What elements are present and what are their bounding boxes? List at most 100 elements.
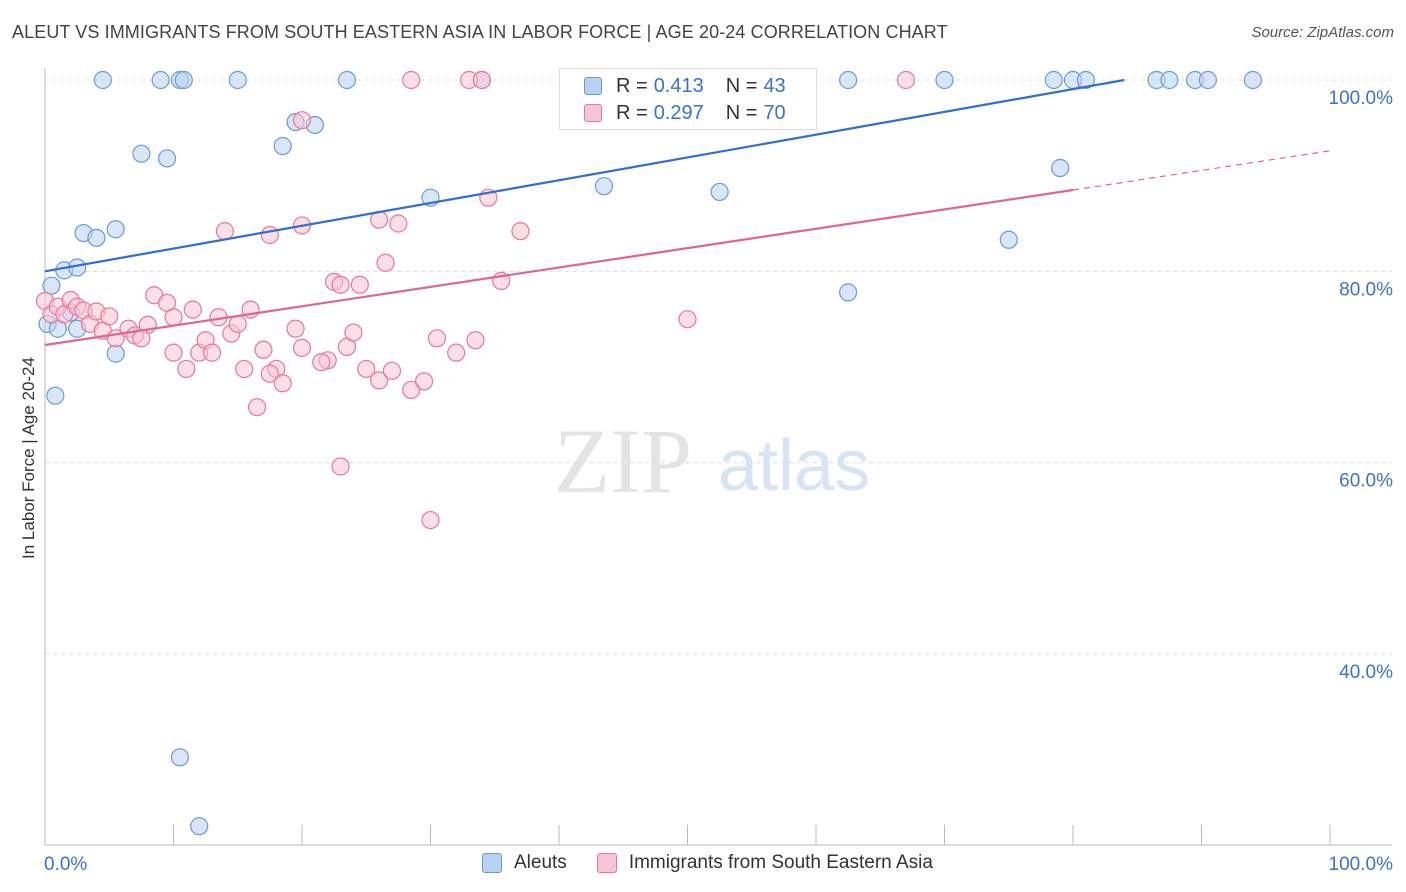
point-immigrants	[273, 374, 292, 393]
point-immigrants	[896, 70, 916, 90]
point-aleuts	[1076, 70, 1095, 90]
y-tick-label: 60.0%	[1339, 471, 1393, 492]
point-immigrants	[344, 323, 363, 342]
point-immigrants	[164, 343, 183, 362]
point-immigrants	[183, 300, 202, 319]
point-aleuts	[106, 220, 125, 239]
point-aleuts	[710, 182, 729, 202]
point-immigrants	[331, 275, 350, 294]
point-aleuts	[839, 283, 858, 302]
point-immigrants	[100, 307, 119, 326]
point-immigrants	[286, 319, 305, 338]
point-immigrants	[421, 510, 440, 530]
legend-row-aleuts: R = 0.413 N = 43	[584, 74, 808, 98]
point-immigrants	[402, 380, 421, 400]
series-legend-immigrants: Immigrants from South Eastern Asia	[596, 852, 933, 874]
legend-n-value: 43	[763, 74, 786, 97]
point-immigrants	[260, 225, 279, 245]
point-aleuts	[42, 276, 61, 295]
series-legend-aleuts: Aleuts	[482, 852, 567, 874]
point-aleuts	[174, 70, 193, 90]
legend-n-value: 70	[763, 101, 786, 124]
x-tick-label: 100.0%	[1329, 854, 1394, 875]
point-immigrants	[260, 364, 279, 383]
point-immigrants	[678, 310, 697, 329]
point-immigrants	[164, 308, 183, 327]
point-immigrants	[228, 314, 247, 334]
point-aleuts	[170, 748, 190, 767]
point-immigrants	[447, 343, 466, 362]
point-aleuts	[935, 70, 954, 90]
point-aleuts	[157, 149, 177, 168]
point-immigrants	[247, 398, 267, 417]
series-label-immigrants: Immigrants from South Eastern Asia	[628, 852, 933, 873]
point-immigrants	[414, 372, 434, 391]
point-immigrants	[370, 371, 389, 390]
y-axis-title: In Labor Force | Age 20-24	[19, 357, 38, 559]
point-aleuts	[999, 230, 1018, 249]
point-immigrants	[472, 70, 491, 90]
legend-row-immigrants: R = 0.297 N = 70	[584, 101, 808, 125]
point-immigrants	[402, 70, 421, 90]
series-label-aleuts: Aleuts	[514, 852, 567, 873]
point-immigrants	[254, 340, 273, 359]
point-aleuts	[594, 177, 614, 196]
point-aleuts	[228, 70, 247, 90]
point-immigrants	[177, 359, 196, 379]
legend-swatch-immigrants	[584, 104, 602, 122]
point-immigrants	[292, 338, 312, 357]
legend-r-label: R =	[616, 74, 648, 97]
point-immigrants	[382, 361, 402, 380]
point-immigrants	[331, 457, 350, 476]
watermark-atlas: atlas	[718, 426, 870, 506]
point-aleuts	[151, 70, 170, 90]
point-aleuts	[1243, 70, 1263, 90]
legend-r-label: R =	[616, 101, 648, 124]
series-swatch-aleuts	[482, 853, 502, 873]
chart-source: Source: ZipAtlas.com	[1251, 24, 1394, 41]
point-immigrants	[376, 253, 395, 272]
point-aleuts	[106, 344, 125, 363]
legend-swatch-aleuts	[584, 77, 602, 95]
x-tick-label: 0.0%	[44, 854, 87, 875]
y-tick-label: 100.0%	[1329, 88, 1394, 109]
point-aleuts	[132, 144, 151, 163]
stats-legend: R = 0.413 N = 43 R = 0.297 N = 70	[559, 68, 817, 130]
point-immigrants	[215, 222, 234, 241]
y-tick-label: 40.0%	[1339, 662, 1393, 683]
point-aleuts	[337, 70, 357, 90]
point-aleuts	[190, 817, 209, 836]
point-aleuts	[87, 228, 106, 247]
watermark-zip: ZIP	[554, 410, 692, 512]
legend-r-value: 0.297	[653, 101, 704, 124]
point-immigrants	[312, 353, 331, 372]
point-immigrants	[511, 222, 530, 241]
point-aleuts	[273, 136, 292, 156]
point-aleuts	[839, 70, 858, 90]
point-immigrants	[466, 331, 485, 350]
point-immigrants	[427, 329, 447, 348]
point-immigrants	[202, 343, 222, 362]
point-immigrants	[292, 111, 312, 130]
legend-r-value: 0.413	[653, 74, 704, 97]
legend-n-label: N =	[725, 101, 758, 124]
trendline-immigrants-extension	[1072, 150, 1331, 191]
point-immigrants	[357, 359, 376, 379]
point-aleuts	[1160, 70, 1179, 90]
series-swatch-immigrants	[596, 853, 617, 873]
point-aleuts	[1051, 158, 1070, 178]
point-aleuts	[1044, 70, 1063, 90]
trendline-aleuts	[44, 78, 1125, 273]
point-aleuts	[46, 386, 65, 405]
y-tick-label: 80.0%	[1339, 279, 1393, 300]
chart-title: ALEUT VS IMMIGRANTS FROM SOUTH EASTERN A…	[12, 22, 948, 42]
point-immigrants	[350, 275, 369, 294]
series-legend: Aleuts Immigrants from South Eastern Asi…	[482, 852, 963, 874]
point-immigrants	[235, 359, 254, 379]
point-immigrants	[389, 214, 408, 233]
trendline-immigrants	[44, 188, 1074, 347]
point-aleuts	[93, 70, 112, 90]
legend-n-label: N =	[725, 74, 758, 97]
point-aleuts	[1198, 70, 1218, 90]
